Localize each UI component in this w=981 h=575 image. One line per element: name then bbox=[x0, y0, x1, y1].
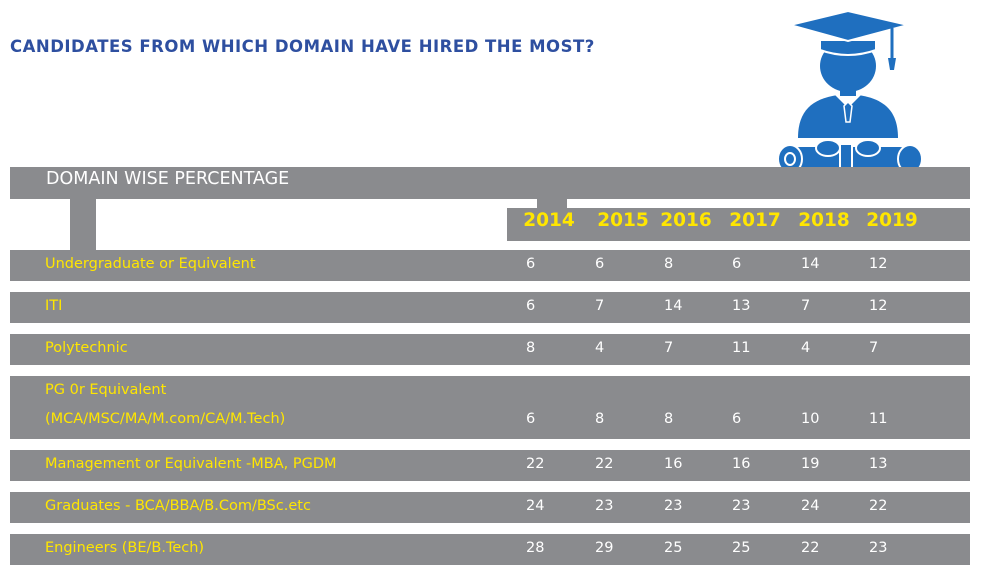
cell-value-2018: 22 bbox=[801, 540, 820, 556]
row-label: Engineers (BE/B.Tech) bbox=[45, 540, 205, 556]
row-label: PG 0r Equivalent bbox=[45, 382, 167, 398]
cell-value-2019: 11 bbox=[869, 411, 888, 427]
cell-value-2018: 4 bbox=[801, 340, 811, 356]
cell-value-2018: 14 bbox=[801, 256, 820, 272]
cell-value-2017: 6 bbox=[732, 411, 742, 427]
cell-value-2015: 23 bbox=[595, 498, 614, 514]
cell-value-2014: 22 bbox=[526, 456, 545, 472]
year-label-2014: 2014 bbox=[523, 210, 575, 231]
cell-value-2015: 8 bbox=[595, 411, 605, 427]
row-label: ITI bbox=[45, 298, 63, 314]
cell-value-2018: 19 bbox=[801, 456, 820, 472]
cell-value-2016: 8 bbox=[664, 256, 674, 272]
cell-value-2019: 12 bbox=[869, 298, 888, 314]
year-label-2015: 2015 bbox=[597, 210, 649, 231]
header-connector-left bbox=[70, 199, 96, 250]
cell-value-2014: 24 bbox=[526, 498, 545, 514]
row-label: Polytechnic bbox=[45, 340, 128, 356]
table-row: Polytechnic 8 4 7 11 4 7 bbox=[10, 334, 970, 365]
cell-value-2014: 6 bbox=[526, 411, 536, 427]
cell-value-2014: 6 bbox=[526, 256, 536, 272]
year-label-2019: 2019 bbox=[866, 210, 918, 231]
row-label: Graduates - BCA/BBA/B.Com/BSc.etc bbox=[45, 498, 311, 514]
cell-value-2014: 6 bbox=[526, 298, 536, 314]
cell-value-2015: 4 bbox=[595, 340, 605, 356]
cell-value-2017: 6 bbox=[732, 256, 742, 272]
cell-value-2017: 13 bbox=[732, 298, 751, 314]
cell-value-2017: 11 bbox=[732, 340, 751, 356]
cell-value-2019: 22 bbox=[869, 498, 888, 514]
table-row: Engineers (BE/B.Tech) 28 29 25 25 22 23 bbox=[10, 534, 970, 565]
cell-value-2016: 8 bbox=[664, 411, 674, 427]
page-title: CANDIDATES FROM WHICH DOMAIN HAVE HIRED … bbox=[10, 37, 595, 56]
table-row: Management or Equivalent -MBA, PGDM 22 22 1… bbox=[10, 450, 970, 481]
cell-value-2019: 12 bbox=[869, 256, 888, 272]
cell-value-2016: 14 bbox=[664, 298, 683, 314]
row-label: Undergraduate or Equivalent bbox=[45, 256, 256, 272]
cell-value-2015: 6 bbox=[595, 256, 605, 272]
table-header-bar bbox=[10, 167, 970, 199]
cell-value-2018: 7 bbox=[801, 298, 811, 314]
table-row: Undergraduate or Equivalent 6 6 8 6 14 12 bbox=[10, 250, 970, 281]
cell-value-2017: 25 bbox=[732, 540, 751, 556]
cell-value-2018: 24 bbox=[801, 498, 820, 514]
cell-value-2017: 16 bbox=[732, 456, 751, 472]
cell-value-2014: 28 bbox=[526, 540, 545, 556]
table-row: ITI 6 7 14 13 7 12 bbox=[10, 292, 970, 323]
cell-value-2019: 13 bbox=[869, 456, 888, 472]
year-label-2017: 2017 bbox=[729, 210, 781, 231]
year-label-2018: 2018 bbox=[798, 210, 850, 231]
table-row: Graduates - BCA/BBA/B.Com/BSc.etc 24 23 23 2… bbox=[10, 492, 970, 523]
cell-value-2015: 22 bbox=[595, 456, 614, 472]
cell-value-2016: 23 bbox=[664, 498, 683, 514]
cell-value-2015: 7 bbox=[595, 298, 605, 314]
table-header: DOMAIN WISE PERCENTAGE bbox=[46, 169, 290, 189]
cell-value-2019: 23 bbox=[869, 540, 888, 556]
cell-value-2018: 10 bbox=[801, 411, 820, 427]
cell-value-2016: 7 bbox=[664, 340, 674, 356]
cell-value-2015: 29 bbox=[595, 540, 614, 556]
cell-value-2016: 16 bbox=[664, 456, 683, 472]
cell-value-2019: 7 bbox=[869, 340, 879, 356]
year-header-bar bbox=[507, 208, 970, 241]
graduate-with-diploma-icon bbox=[777, 9, 923, 188]
year-label-2016: 2016 bbox=[660, 210, 712, 231]
row-label: Management or Equivalent -MBA, PGDM bbox=[45, 456, 337, 472]
cell-value-2017: 23 bbox=[732, 498, 751, 514]
table-row: PG 0r Equivalent (MCA/MSC/MA/M.com/CA/M.T… bbox=[10, 376, 970, 439]
cell-value-2016: 25 bbox=[664, 540, 683, 556]
cell-value-2014: 8 bbox=[526, 340, 536, 356]
row-label-continued: (MCA/MSC/MA/M.com/CA/M.Tech) bbox=[45, 411, 286, 427]
